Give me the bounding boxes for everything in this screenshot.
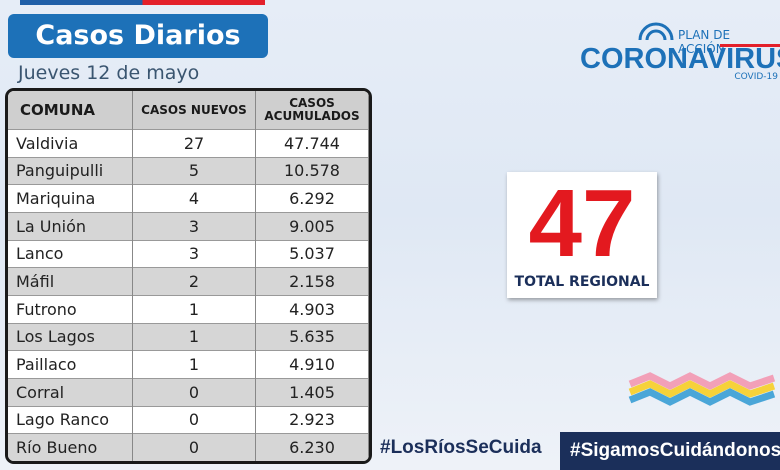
table-cell: 0 bbox=[132, 433, 256, 461]
table-cell: 6.292 bbox=[255, 184, 369, 213]
table-row: Paillaco 1 4.910 bbox=[8, 350, 369, 379]
table-cell: Los Lagos bbox=[8, 322, 133, 351]
table-cell: 1 bbox=[132, 350, 256, 379]
table-row: Futrono 1 4.903 bbox=[8, 294, 369, 324]
total-value: 47 bbox=[528, 170, 636, 277]
table-cell: 4 bbox=[132, 184, 256, 213]
table-cell: 4.903 bbox=[255, 294, 369, 324]
top-bar bbox=[20, 0, 265, 5]
table-cell: 0 bbox=[132, 405, 256, 434]
wave-decoration bbox=[628, 372, 776, 406]
table-cell: 3 bbox=[132, 239, 256, 268]
table-cell: 5.037 bbox=[255, 239, 369, 268]
logo-rule bbox=[720, 44, 780, 47]
table-cell: 3 bbox=[132, 211, 256, 241]
title: Casos Diarios bbox=[8, 14, 268, 58]
table-row: Máfil 2 2.158 bbox=[8, 267, 369, 296]
table-cell: 27 bbox=[132, 129, 256, 158]
table-cell: 9.005 bbox=[255, 211, 369, 241]
table-row: Valdivia 27 47.744 bbox=[8, 129, 369, 158]
table-cell: 2.923 bbox=[255, 405, 369, 434]
table-cell: 2.158 bbox=[255, 267, 369, 296]
table-row: Mariquina 4 6.292 bbox=[8, 184, 369, 213]
date: Jueves 12 de mayo bbox=[18, 62, 200, 84]
table-cell: 4.910 bbox=[255, 350, 369, 379]
table-cell: Máfil bbox=[8, 267, 133, 296]
table-cell: 6.230 bbox=[255, 433, 369, 461]
table-cell: Valdivia bbox=[8, 129, 133, 158]
table-cell: 5.635 bbox=[255, 322, 369, 351]
table-cell: Mariquina bbox=[8, 184, 133, 213]
table-cell: 10.578 bbox=[255, 156, 369, 185]
logo-icon bbox=[638, 22, 674, 41]
table-row: Lanco 3 5.037 bbox=[8, 239, 369, 268]
logo-subtitle: COVID-19 bbox=[734, 72, 778, 82]
table-cell: Lanco bbox=[8, 239, 133, 268]
table-cell: 2 bbox=[132, 267, 256, 296]
table-cell: Río Bueno bbox=[8, 433, 133, 461]
table-cell: La Unión bbox=[8, 211, 133, 241]
table-grid: COMUNA CASOS NUEVOS CASOS ACUMULADOS Valdiv… bbox=[8, 91, 369, 461]
logo-title: CORONAVIRUS bbox=[580, 43, 780, 75]
logo-text: PLAN DE ACCIÓN bbox=[678, 28, 731, 56]
table-cell: 1 bbox=[132, 294, 256, 324]
table-cell: Corral bbox=[8, 377, 133, 407]
table-row: La Unión 3 9.005 bbox=[8, 211, 369, 241]
header-row: COMUNA CASOS NUEVOS CASOS ACUMULADOS bbox=[8, 91, 369, 130]
column-header: CASOS ACUMULADOS bbox=[255, 91, 369, 130]
table-row: Río Bueno 0 6.230 bbox=[8, 433, 369, 461]
table-cell: 1 bbox=[132, 322, 256, 351]
table-cell: 5 bbox=[132, 156, 256, 185]
table-cell: Futrono bbox=[8, 294, 133, 324]
column-header: CASOS NUEVOS bbox=[132, 91, 256, 130]
table-row: Panguipulli 5 10.578 bbox=[8, 156, 369, 185]
table: COMUNA CASOS NUEVOS CASOS ACUMULADOS Valdiv… bbox=[5, 88, 372, 464]
table-row: Los Lagos 1 5.635 bbox=[8, 322, 369, 351]
table-cell: Paillaco bbox=[8, 350, 133, 379]
table-row: Corral 0 1.405 bbox=[8, 377, 369, 407]
column-header: COMUNA bbox=[8, 91, 133, 130]
total-box: 47 TOTAL REGIONAL bbox=[507, 172, 657, 298]
table-row: Lago Ranco 0 2.923 bbox=[8, 405, 369, 434]
table-cell: 1.405 bbox=[255, 377, 369, 407]
total-label: TOTAL REGIONAL bbox=[514, 274, 650, 290]
table-cell: Panguipulli bbox=[8, 156, 133, 185]
table-cell: 0 bbox=[132, 377, 256, 407]
table-cell: Lago Ranco bbox=[8, 405, 133, 434]
hashtag-box: #SigamosCuidándonos bbox=[560, 432, 780, 470]
hashtag: #LosRíosSeCuida bbox=[380, 437, 542, 458]
table-cell: 47.744 bbox=[255, 129, 369, 158]
